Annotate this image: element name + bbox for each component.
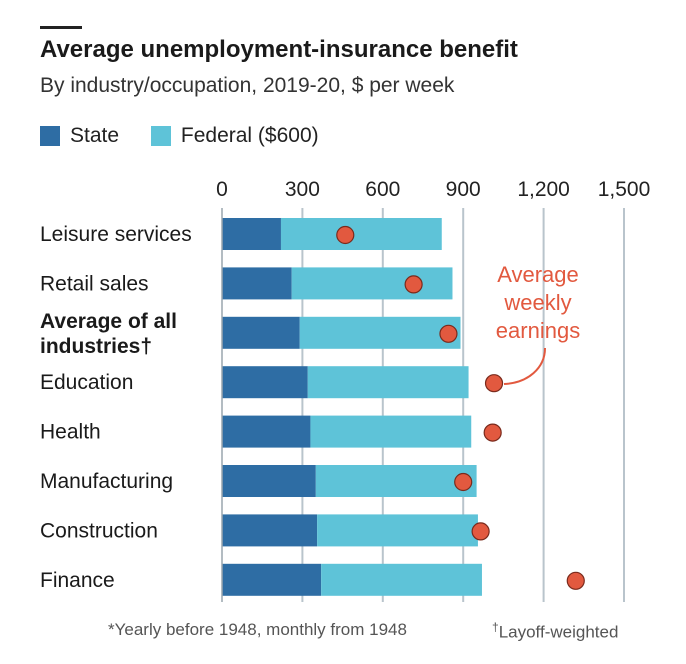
bar-federal bbox=[315, 465, 477, 497]
legend-label-state: State bbox=[70, 124, 120, 147]
earnings-marker bbox=[336, 225, 355, 245]
bar-state bbox=[222, 563, 322, 596]
annotation-label: weekly bbox=[503, 290, 571, 315]
bar-federal bbox=[317, 514, 478, 547]
bar-state bbox=[222, 465, 316, 497]
x-tick-label: 1,200 bbox=[517, 178, 570, 201]
bar-state bbox=[222, 415, 311, 448]
bar-state bbox=[222, 366, 308, 399]
category-label: Retail sales bbox=[40, 272, 149, 295]
footnote-right: †Layoff-weighted bbox=[492, 620, 618, 643]
x-tick-label: 300 bbox=[285, 178, 320, 201]
bar-state bbox=[222, 218, 281, 250]
earnings-marker bbox=[483, 423, 502, 442]
chart-title: Average unemployment-insurance benefit bbox=[40, 36, 518, 63]
x-tick-label: 600 bbox=[365, 178, 400, 201]
earnings-marker bbox=[484, 374, 504, 393]
dagger-mark: † bbox=[492, 620, 499, 634]
footnote-left: *Yearly before 1948, monthly from 1948 bbox=[108, 620, 407, 639]
x-tick-label: 0 bbox=[216, 178, 228, 201]
bar-state bbox=[222, 514, 318, 547]
category-label: Leisure services bbox=[40, 223, 192, 246]
bar-federal bbox=[310, 415, 472, 448]
annotation-label: Average bbox=[497, 262, 579, 287]
top-rule bbox=[40, 26, 82, 29]
category-label: Construction bbox=[40, 519, 158, 542]
annotation-leader bbox=[503, 347, 546, 385]
bar-federal bbox=[299, 316, 461, 349]
legend-swatch-state bbox=[40, 126, 60, 146]
bar-federal bbox=[291, 267, 453, 300]
bar-state bbox=[222, 267, 292, 300]
category-label: Finance bbox=[40, 569, 115, 592]
legend-swatch-federal bbox=[150, 126, 171, 146]
x-tick-label: 1,500 bbox=[598, 178, 651, 201]
bar-federal bbox=[321, 563, 482, 596]
bar-state bbox=[222, 316, 300, 349]
earnings-marker bbox=[404, 275, 423, 294]
earnings-marker bbox=[439, 324, 458, 343]
x-tick-label: 900 bbox=[446, 178, 481, 201]
legend-label-federal: Federal ($600) bbox=[180, 124, 319, 147]
legend-item-federal: Federal ($600) bbox=[150, 124, 319, 148]
annotation-label: earnings bbox=[496, 318, 580, 343]
category-label: Average of all bbox=[40, 310, 177, 333]
earnings-marker bbox=[566, 571, 585, 590]
legend-item-state: State bbox=[40, 124, 119, 148]
chart-subtitle: By industry/occupation, 2019-20, $ per w… bbox=[40, 74, 455, 97]
legend: State Federal ($600) bbox=[40, 124, 345, 152]
footnote-right-text: Layoff-weighted bbox=[498, 622, 619, 642]
bar-federal bbox=[307, 366, 469, 399]
category-label: Health bbox=[40, 421, 101, 444]
earnings-marker bbox=[454, 472, 473, 492]
category-label: industries† bbox=[40, 335, 152, 358]
bar-federal bbox=[280, 218, 442, 250]
category-label: Education bbox=[40, 371, 133, 394]
earnings-marker bbox=[471, 522, 490, 541]
category-label: Manufacturing bbox=[40, 470, 173, 493]
